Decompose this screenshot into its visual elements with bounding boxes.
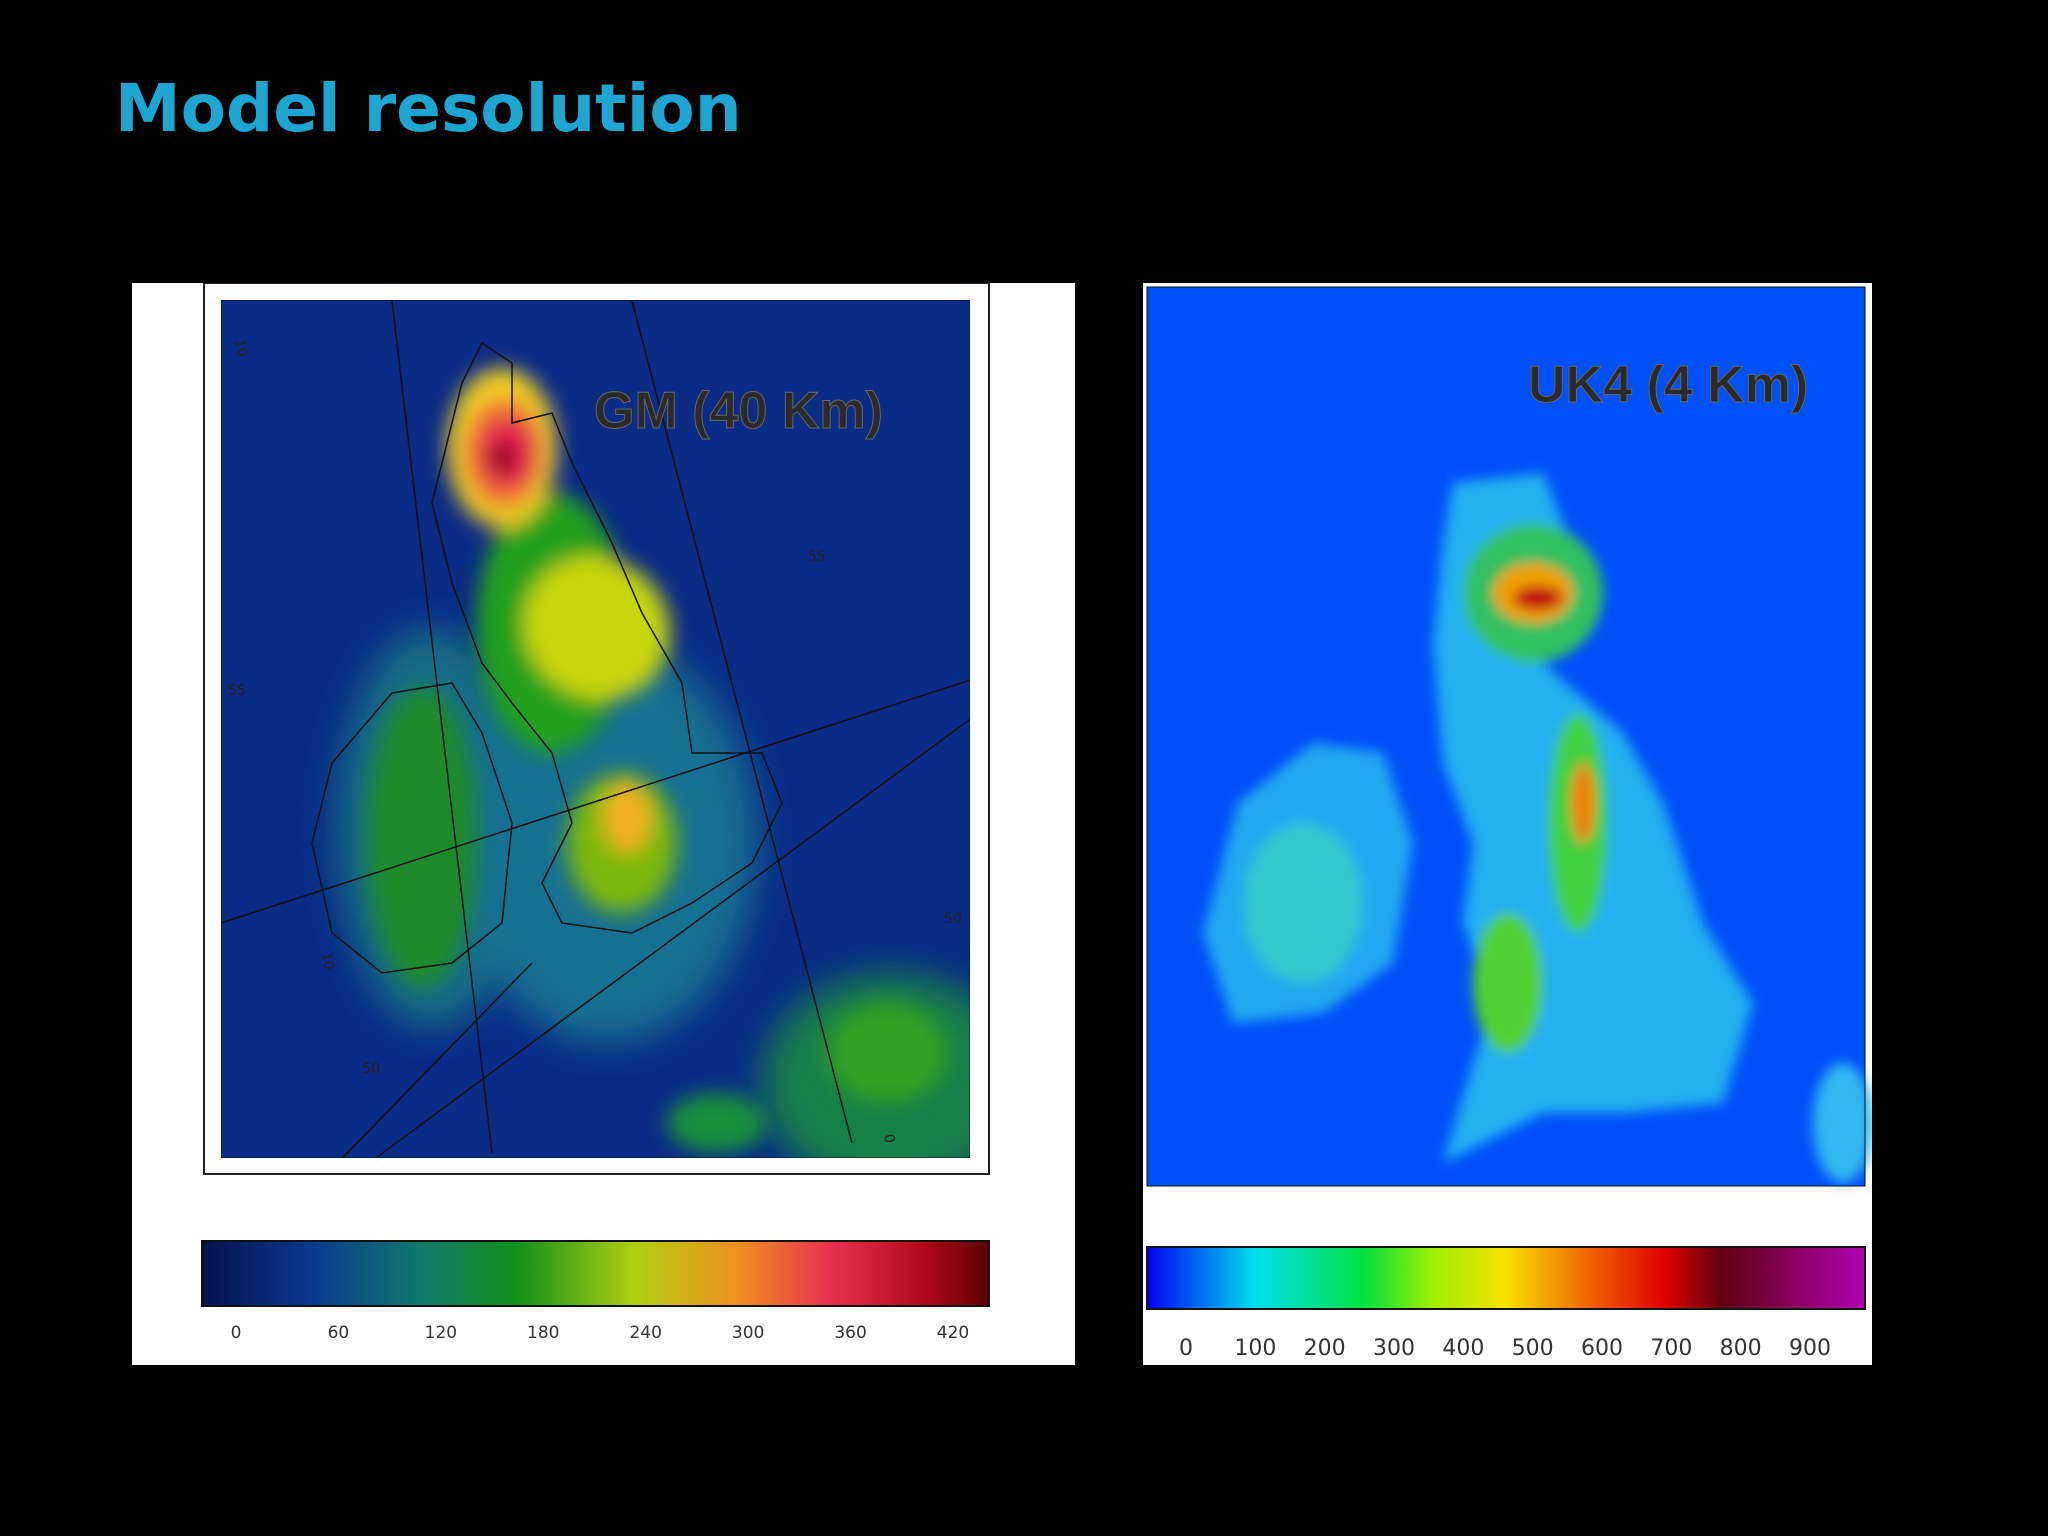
colorbar-tick-label: 500 (1512, 1336, 1554, 1361)
gm-map (221, 300, 970, 1158)
grid-label: 55 (808, 549, 826, 565)
grid-label: 50 (944, 911, 962, 927)
grid-label: 10 (231, 338, 250, 358)
colorbar-tick-label: 240 (629, 1323, 661, 1343)
colorbar-tick-label: 700 (1650, 1336, 1692, 1361)
map-label: GM (40 Km) (594, 382, 883, 440)
colorbar-tick-label: 420 (937, 1323, 969, 1343)
grid-label: 10 (318, 951, 337, 971)
colorbar-tick-label: 200 (1304, 1336, 1346, 1361)
colorbar-tick-label: 360 (834, 1323, 866, 1343)
uk4-map (1146, 286, 1872, 1187)
colorbar (1146, 1246, 1866, 1310)
colorbar-tick-label: 400 (1442, 1336, 1484, 1361)
slide-title: Model resolution (115, 70, 742, 147)
colorbar-tick-label: 120 (425, 1323, 457, 1343)
grid-label: 0 (880, 1133, 897, 1145)
map-frame (203, 283, 990, 1175)
colorbar-tick-label: 600 (1581, 1336, 1623, 1361)
colorbar-tick-label: 0 (231, 1323, 242, 1343)
colorbar-ticks: 0 100 200 300 400 500 600 700 800 900 (1179, 1336, 1831, 1361)
grid-label: 55 (228, 683, 246, 699)
colorbar (201, 1240, 990, 1307)
colorbar-tick-label: 0 (1179, 1336, 1193, 1361)
colorbar-ticks: 0 60 120 180 240 300 360 420 (231, 1323, 970, 1343)
colorbar-tick-label: 100 (1234, 1336, 1276, 1361)
uk4-panel: UK4 (4 Km) 0 100 200 300 400 500 600 700 800 900 (1143, 283, 1872, 1365)
colorbar-tick-label: 180 (527, 1323, 559, 1343)
gm-panel: 10 55 55 50 50 10 0 GM (40 Km) 0 60 120 180… (132, 283, 1075, 1365)
colorbar-tick-label: 300 (1373, 1336, 1415, 1361)
grid-label: 50 (362, 1061, 380, 1077)
colorbar-tick-label: 800 (1720, 1336, 1762, 1361)
colorbar-tick-label: 60 (328, 1323, 350, 1343)
map-label: UK4 (4 Km) (1528, 356, 1808, 414)
colorbar-tick-label: 900 (1789, 1336, 1831, 1361)
colorbar-tick-label: 300 (732, 1323, 764, 1343)
